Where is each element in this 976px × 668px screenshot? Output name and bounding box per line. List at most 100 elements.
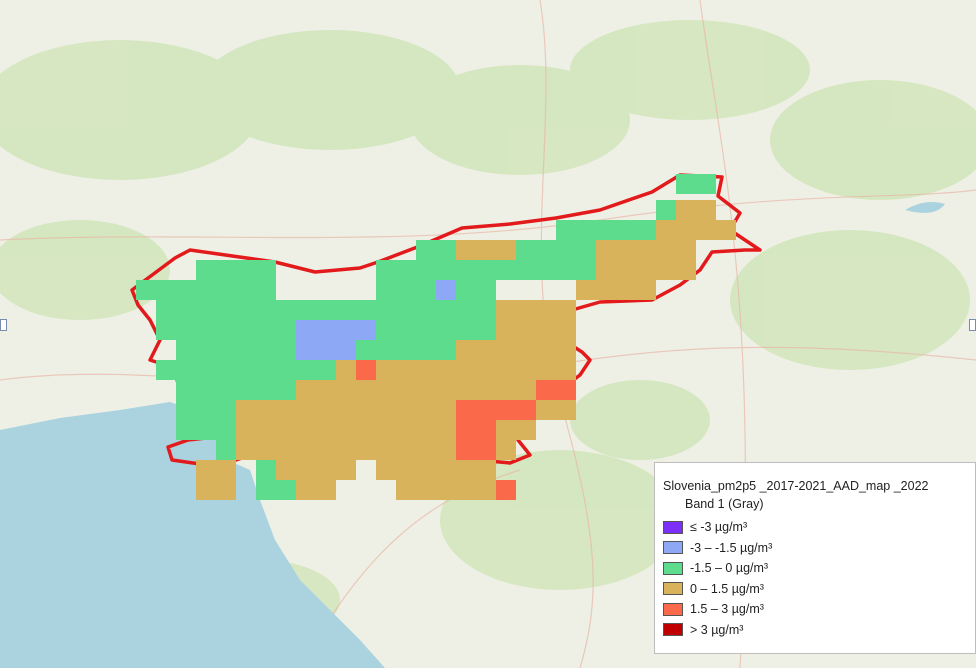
raster-cell	[176, 300, 196, 320]
raster-cell	[676, 174, 696, 194]
raster-cell	[276, 320, 296, 340]
raster-cell	[616, 240, 636, 260]
raster-cell	[556, 360, 576, 380]
raster-cell	[656, 260, 676, 280]
raster-cell	[176, 360, 196, 380]
raster-cell	[176, 380, 196, 400]
raster-cell	[296, 400, 316, 420]
raster-cell	[416, 360, 436, 380]
raster-cell	[316, 340, 336, 360]
legend-swatch	[663, 561, 683, 575]
raster-cell	[516, 320, 536, 340]
raster-cell	[296, 360, 316, 380]
raster-cell	[456, 260, 476, 280]
raster-cell	[396, 420, 416, 440]
raster-cell	[456, 420, 476, 440]
raster-cell	[436, 320, 456, 340]
raster-cell	[336, 300, 356, 320]
raster-cell	[396, 280, 416, 300]
raster-cell	[236, 340, 256, 360]
raster-cell	[536, 360, 556, 380]
raster-cell	[456, 240, 476, 260]
legend-item: ≤ -3 µg/m³	[663, 517, 967, 538]
raster-cell	[436, 260, 456, 280]
raster-cell	[696, 174, 716, 194]
raster-cell	[396, 460, 416, 480]
legend-swatch	[663, 602, 683, 616]
raster-cell	[316, 480, 336, 500]
raster-cell	[436, 460, 456, 480]
raster-cell	[296, 340, 316, 360]
raster-cell	[536, 320, 556, 340]
raster-cell	[416, 380, 436, 400]
raster-cell	[636, 280, 656, 300]
raster-cell	[436, 280, 456, 300]
raster-cell	[476, 420, 496, 440]
raster-cell	[196, 300, 216, 320]
raster-cell	[476, 300, 496, 320]
raster-cell	[236, 400, 256, 420]
raster-cell	[456, 280, 476, 300]
raster-cell	[296, 320, 316, 340]
raster-cell	[196, 260, 216, 280]
raster-cell	[256, 400, 276, 420]
raster-cell	[396, 300, 416, 320]
raster-cell	[376, 340, 396, 360]
raster-cell	[396, 360, 416, 380]
raster-cell	[236, 440, 256, 460]
raster-cell	[496, 440, 516, 460]
raster-cell	[256, 340, 276, 360]
pm25-raster	[136, 174, 736, 500]
raster-cell	[516, 340, 536, 360]
lake	[905, 202, 945, 213]
raster-cell	[356, 420, 376, 440]
raster-cell	[476, 440, 496, 460]
raster-cell	[416, 240, 436, 260]
raster-cell	[196, 380, 216, 400]
raster-cell	[636, 220, 656, 240]
raster-cell	[376, 460, 396, 480]
raster-cell	[216, 260, 236, 280]
raster-cell	[336, 380, 356, 400]
raster-cell	[516, 260, 536, 280]
raster-cell	[516, 300, 536, 320]
raster-cell	[216, 380, 236, 400]
raster-cell	[376, 400, 396, 420]
raster-cell	[656, 220, 676, 240]
raster-cell	[296, 300, 316, 320]
raster-cell	[416, 280, 436, 300]
raster-cell	[536, 380, 556, 400]
raster-cell	[476, 240, 496, 260]
raster-cell	[336, 440, 356, 460]
raster-cell	[456, 320, 476, 340]
raster-cell	[416, 320, 436, 340]
raster-cell	[696, 220, 716, 240]
raster-cell	[416, 260, 436, 280]
raster-cell	[236, 280, 256, 300]
raster-cell	[216, 440, 236, 460]
raster-cell	[396, 380, 416, 400]
left-edge-handle[interactable]	[0, 319, 7, 331]
raster-cell	[256, 480, 276, 500]
raster-cell	[476, 480, 496, 500]
raster-cell	[336, 460, 356, 480]
raster-cell	[416, 400, 436, 420]
raster-cell	[396, 400, 416, 420]
raster-cell	[276, 360, 296, 380]
raster-cell	[376, 260, 396, 280]
raster-cell	[196, 320, 216, 340]
raster-cell	[536, 240, 556, 260]
raster-cell	[376, 300, 396, 320]
raster-cell	[536, 400, 556, 420]
raster-cell	[216, 400, 236, 420]
raster-cell	[476, 280, 496, 300]
raster-cell	[196, 280, 216, 300]
raster-cell	[496, 320, 516, 340]
raster-cell	[576, 280, 596, 300]
right-edge-handle[interactable]	[969, 319, 976, 331]
raster-cell	[256, 280, 276, 300]
raster-cell	[616, 260, 636, 280]
legend-item: > 3 µg/m³	[663, 620, 967, 641]
legend-swatch	[663, 623, 683, 637]
